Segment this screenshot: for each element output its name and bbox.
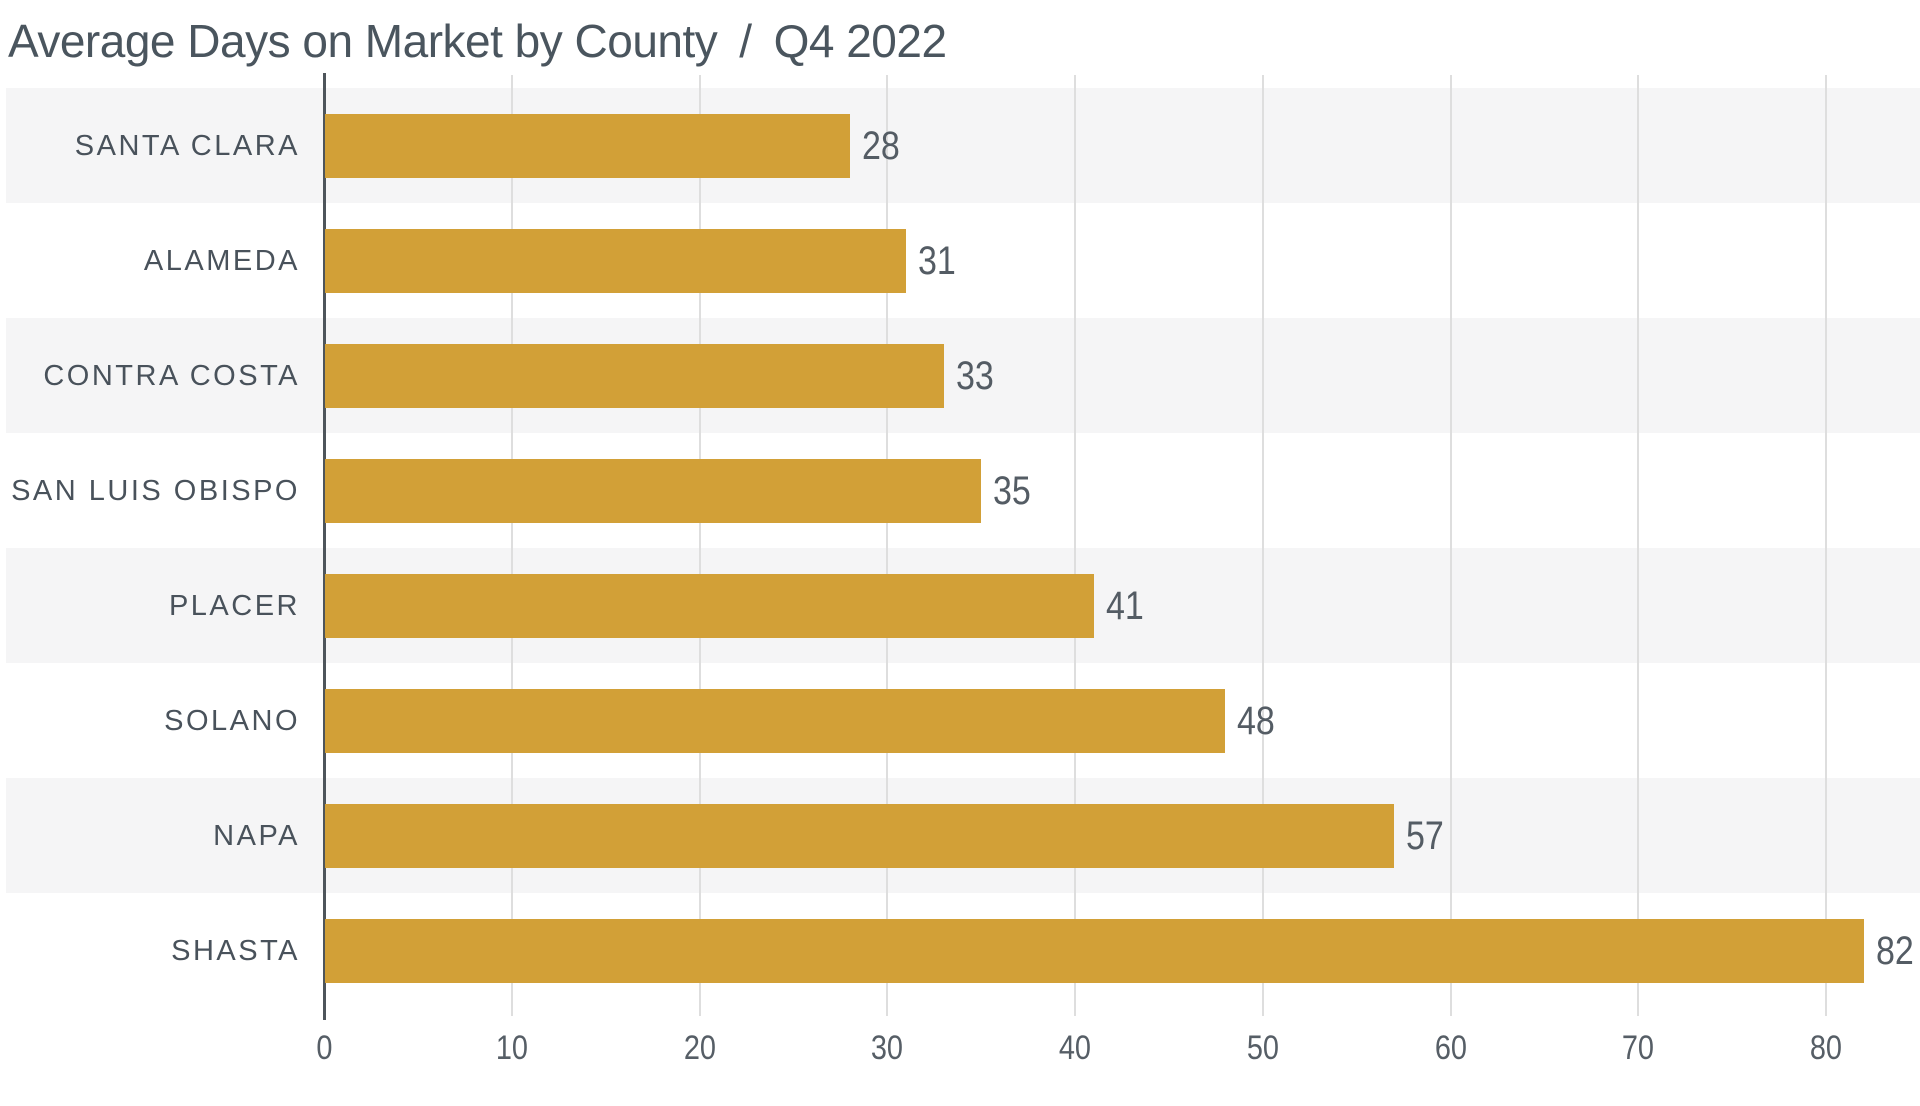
value-label-text: 48 bbox=[1237, 698, 1276, 743]
x-tick-label: 50 bbox=[1203, 1028, 1323, 1068]
x-tick-label: 0 bbox=[264, 1028, 384, 1068]
value-label: 41 bbox=[1106, 584, 1151, 628]
gridline bbox=[1074, 75, 1077, 1016]
value-label: 82 bbox=[1876, 929, 1920, 973]
category-label: ALAMEDA bbox=[143, 244, 300, 277]
gridline bbox=[886, 75, 889, 1016]
gridline bbox=[698, 75, 701, 1016]
value-label: 35 bbox=[993, 469, 1038, 513]
gridline bbox=[510, 75, 513, 1016]
bar bbox=[325, 343, 944, 408]
category-label: SANTA CLARA bbox=[74, 129, 300, 162]
value-label-text: 82 bbox=[1875, 928, 1914, 973]
x-tick-label-text: 20 bbox=[683, 1029, 716, 1067]
x-tick-label: 10 bbox=[452, 1028, 572, 1068]
category-label: SHASTA bbox=[171, 934, 300, 967]
x-tick-label-text: 80 bbox=[1810, 1029, 1843, 1067]
chart-title-period: Q4 2022 bbox=[773, 15, 947, 67]
gridline bbox=[1261, 75, 1264, 1016]
x-tick-label-text: 40 bbox=[1058, 1029, 1092, 1067]
value-label-text: 33 bbox=[955, 353, 994, 398]
x-tick-label-text: 0 bbox=[315, 1029, 333, 1067]
value-label-text: 31 bbox=[918, 238, 956, 283]
bar bbox=[325, 688, 1226, 753]
value-label: 57 bbox=[1406, 814, 1451, 858]
bar bbox=[325, 918, 1864, 983]
category-label: SOLANO bbox=[164, 704, 300, 737]
value-label-text: 41 bbox=[1105, 583, 1144, 628]
category-label: CONTRA COSTA bbox=[43, 359, 300, 392]
bar bbox=[325, 803, 1395, 868]
gridline bbox=[1825, 75, 1828, 1016]
category-label: SAN LUIS OBISPO bbox=[11, 474, 300, 507]
value-label-text: 57 bbox=[1406, 813, 1445, 858]
x-axis-line bbox=[322, 73, 326, 1020]
x-tick-label: 30 bbox=[827, 1028, 947, 1068]
value-label: 48 bbox=[1237, 699, 1282, 743]
gridline bbox=[1637, 75, 1640, 1016]
x-axis: 0 10 20 30 40 50 60 70 80 bbox=[0, 1026, 1920, 1076]
x-tick-label-text: 60 bbox=[1434, 1029, 1467, 1067]
value-label: 31 bbox=[918, 239, 963, 283]
bar bbox=[325, 228, 907, 293]
value-label-text: 35 bbox=[993, 468, 1031, 513]
category-label: PLACER bbox=[168, 589, 300, 622]
x-tick-label-text: 30 bbox=[871, 1029, 904, 1067]
bar bbox=[325, 573, 1094, 638]
x-tick-label: 60 bbox=[1391, 1028, 1511, 1068]
chart-title-text: Average Days on Market by County bbox=[8, 15, 718, 67]
x-tick-label-text: 70 bbox=[1622, 1029, 1655, 1067]
x-tick-label: 20 bbox=[640, 1028, 760, 1068]
x-tick-label: 40 bbox=[1015, 1028, 1135, 1068]
value-label-text: 28 bbox=[861, 123, 900, 168]
value-label: 33 bbox=[956, 354, 1001, 398]
chart-title: Average Days on Market by County / Q4 2022 bbox=[8, 14, 947, 68]
chart-title-separator: / bbox=[739, 15, 752, 67]
category-label: NAPA bbox=[213, 819, 300, 852]
x-tick-label: 70 bbox=[1578, 1028, 1698, 1068]
x-tick-label: 80 bbox=[1766, 1028, 1886, 1068]
plot-area: SANTA CLARA 28 ALAMEDA 31 CONTRA COSTA 33 SAN … bbox=[0, 73, 1920, 1020]
gridline bbox=[1449, 75, 1452, 1016]
x-tick-label-text: 10 bbox=[495, 1029, 528, 1067]
x-tick-label-text: 50 bbox=[1246, 1029, 1279, 1067]
bar bbox=[325, 458, 982, 523]
bar bbox=[325, 113, 850, 178]
value-label: 28 bbox=[862, 124, 907, 168]
